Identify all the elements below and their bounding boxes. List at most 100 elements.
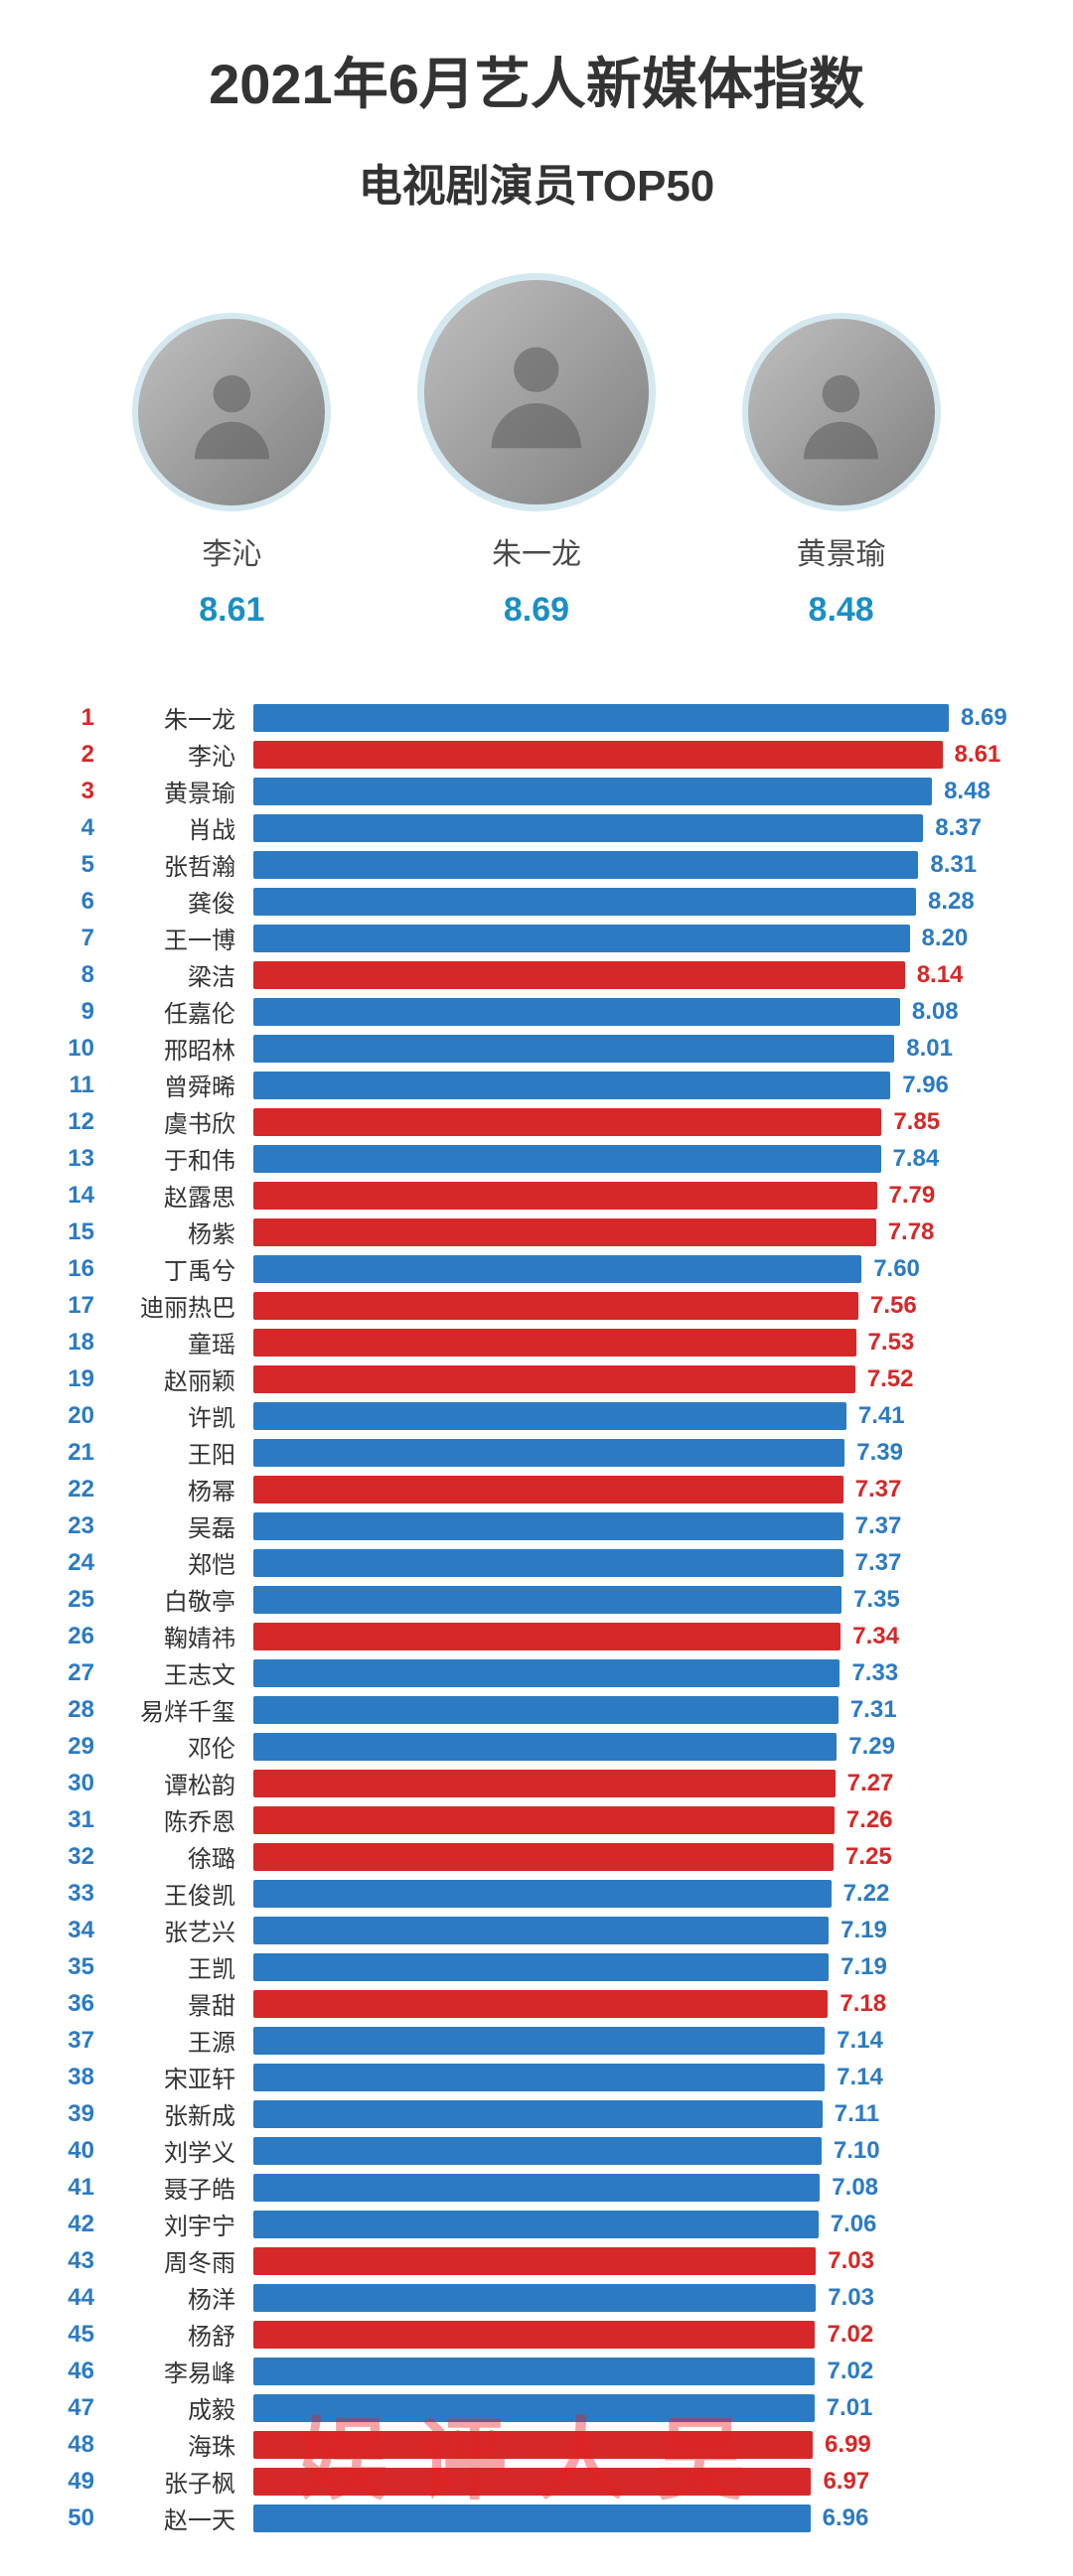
score-value: 7.01: [827, 2394, 873, 2422]
bar: [253, 2321, 815, 2349]
bar: [253, 1843, 834, 1871]
bar: [253, 1292, 858, 1320]
score-value: 7.37: [855, 1476, 902, 1503]
bar-area: 7.18: [253, 1990, 1023, 2018]
bar-area: 7.29: [253, 1733, 1023, 1761]
bar: [253, 2137, 822, 2165]
actor-name: 童瑶: [104, 1325, 253, 1360]
rank-number: 26: [50, 1623, 104, 1650]
rank-number: 24: [50, 1549, 104, 1577]
rank-number: 13: [50, 1145, 104, 1173]
bar-area: 7.79: [253, 1182, 1023, 1210]
bar-area: 7.14: [253, 2064, 1023, 2091]
score-value: 8.69: [961, 704, 1007, 732]
bar-area: 7.39: [253, 1439, 1023, 1467]
score-value: 8.61: [955, 741, 1001, 769]
score-value: 7.96: [902, 1072, 949, 1099]
score-value: 7.56: [870, 1292, 917, 1320]
score-value: 7.25: [845, 1843, 892, 1871]
bar: [253, 2100, 823, 2128]
bar: [253, 1218, 876, 1246]
actor-name: 丁禹兮: [104, 1251, 253, 1286]
score-value: 7.60: [873, 1255, 920, 1283]
rank-number: 41: [50, 2174, 104, 2202]
score-value: 7.19: [841, 1917, 887, 1944]
chart-row: 7王一博8.20: [50, 920, 1023, 956]
score-value: 7.41: [858, 1402, 905, 1430]
bar-area: 7.25: [253, 1843, 1023, 1871]
actor-name: 赵一天: [104, 2501, 253, 2535]
bar-area: 7.37: [253, 1512, 1023, 1540]
actor-name: 邓伦: [104, 1729, 253, 1764]
bar-area: 7.37: [253, 1549, 1023, 1577]
chart-row: 23吴磊7.37: [50, 1507, 1023, 1544]
rank-number: 1: [50, 704, 104, 732]
bar-area: 7.60: [253, 1255, 1023, 1283]
bar: [253, 1733, 837, 1761]
main-title: 2021年6月艺人新媒体指数: [50, 40, 1023, 120]
chart-row: 46李易峰7.02: [50, 2353, 1023, 2389]
chart-row: 21王阳7.39: [50, 1434, 1023, 1471]
bar: [253, 2468, 811, 2496]
bar-area: 8.28: [253, 888, 1023, 916]
bar: [253, 1108, 881, 1136]
bar-area: 7.53: [253, 1329, 1023, 1357]
bar-area: 7.85: [253, 1108, 1023, 1136]
actor-name: 张艺兴: [104, 1913, 253, 1947]
bar: [253, 2247, 816, 2275]
chart-row: 22杨幂7.37: [50, 1471, 1023, 1507]
actor-name: 杨舒: [104, 2317, 253, 2352]
chart-row: 35王凯7.19: [50, 1948, 1023, 1985]
bar: [253, 1953, 829, 1981]
rank-number: 11: [50, 1072, 104, 1099]
bar: [253, 741, 943, 769]
rank-number: 3: [50, 778, 104, 805]
chart-row: 48海珠6.99: [50, 2426, 1023, 2463]
bar-area: 8.37: [253, 814, 1023, 842]
actor-name: 刘宇宁: [104, 2207, 253, 2241]
chart-row: 13于和伟7.84: [50, 1140, 1023, 1177]
bar: [253, 961, 905, 989]
chart-row: 42刘宇宁7.06: [50, 2206, 1023, 2242]
bar-area: 7.41: [253, 1402, 1023, 1430]
score-value: 7.14: [837, 2027, 883, 2055]
actor-name: 谭松韵: [104, 1766, 253, 1800]
actor-name: 杨洋: [104, 2280, 253, 2315]
bar: [253, 2064, 825, 2091]
bar: [253, 1880, 832, 1908]
bar-area: 7.19: [253, 1953, 1023, 1981]
score-value: 8.14: [917, 961, 964, 989]
chart-row: 2李沁8.61: [50, 736, 1023, 773]
bar: [253, 1770, 836, 1797]
rank-number: 29: [50, 1733, 104, 1761]
rank-number: 45: [50, 2321, 104, 2349]
chart-row: 36景甜7.18: [50, 1985, 1023, 2022]
bar-area: 7.84: [253, 1145, 1023, 1173]
score-value: 7.18: [840, 1990, 886, 2018]
actor-name: 梁洁: [104, 957, 253, 992]
bar: [253, 1586, 842, 1614]
chart-row: 18童瑶7.53: [50, 1324, 1023, 1360]
rank-number: 5: [50, 851, 104, 879]
rank-number: 25: [50, 1586, 104, 1614]
rank-number: 46: [50, 2358, 104, 2385]
rank-number: 19: [50, 1365, 104, 1393]
chart-row: 15杨紫7.78: [50, 1214, 1023, 1250]
score-value: 7.39: [856, 1439, 903, 1467]
actor-name: 张新成: [104, 2096, 253, 2131]
chart-row: 17迪丽热巴7.56: [50, 1287, 1023, 1324]
chart-row: 1朱一龙8.69: [50, 699, 1023, 736]
score-value: 7.03: [828, 2247, 874, 2275]
chart-row: 39张新成7.11: [50, 2095, 1023, 2132]
actor-name: 邢昭林: [104, 1031, 253, 1066]
rank-number: 12: [50, 1108, 104, 1136]
bar: [253, 2394, 815, 2422]
score-value: 7.79: [889, 1182, 936, 1210]
rank-number: 14: [50, 1182, 104, 1210]
rank-number: 15: [50, 1218, 104, 1246]
rank-number: 44: [50, 2284, 104, 2312]
actor-name: 虞书欣: [104, 1104, 253, 1139]
rank-number: 30: [50, 1770, 104, 1797]
actor-name: 张子枫: [104, 2464, 253, 2499]
actor-name: 杨紫: [104, 1215, 253, 1249]
